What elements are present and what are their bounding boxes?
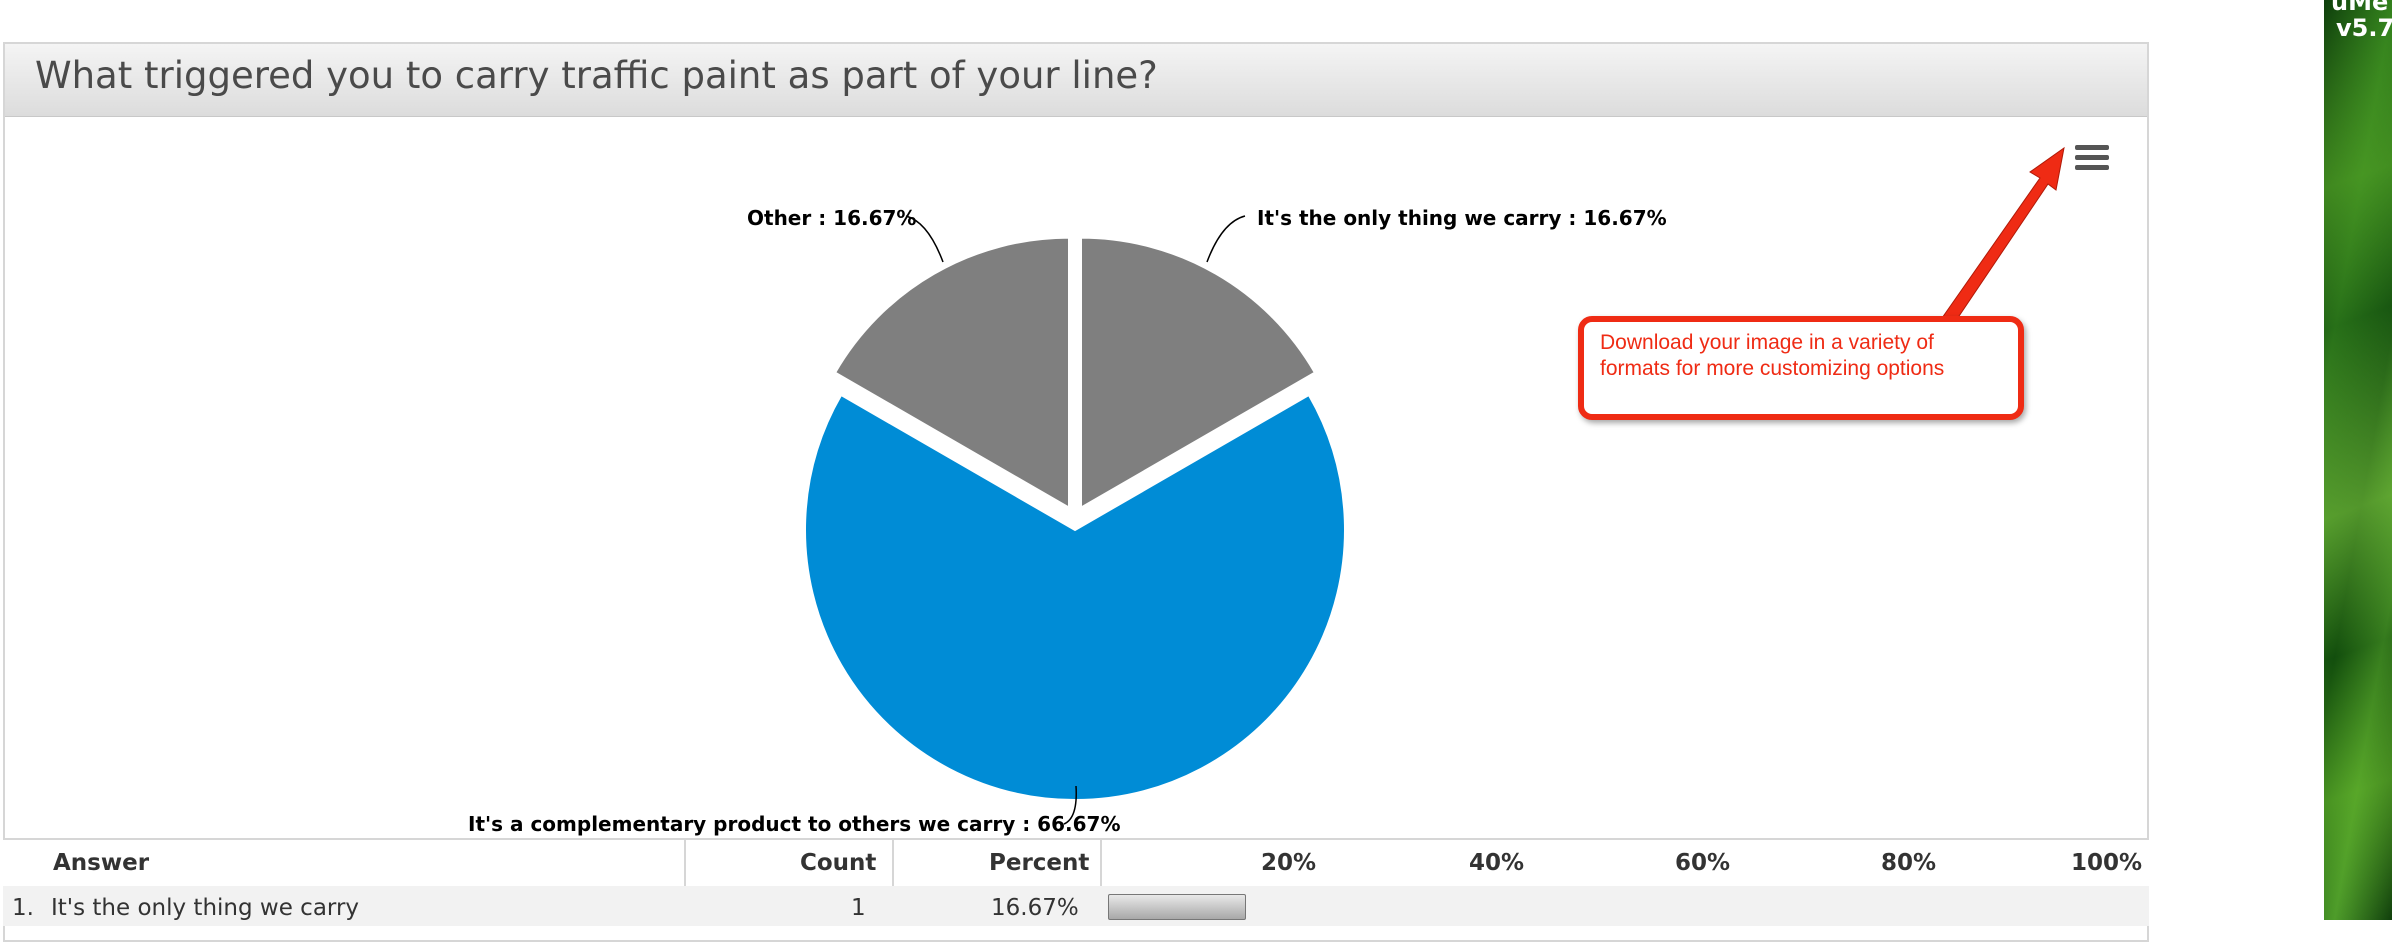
side-label-top: uMe	[2331, 0, 2389, 16]
scale-100: 100%	[2071, 850, 2143, 876]
header-answer: Answer	[53, 850, 150, 876]
scale-80: 80%	[1881, 850, 1937, 876]
download-callout: Download your image in a variety of form…	[1578, 316, 2024, 420]
panel-header: What triggered you to carry traffic pain…	[5, 44, 2147, 117]
row-index: 1.	[12, 895, 34, 921]
page-title: What triggered you to carry traffic pain…	[35, 54, 1158, 97]
report-panel: What triggered you to carry traffic pain…	[3, 42, 2149, 942]
column-divider	[1100, 838, 1102, 920]
header-percent: Percent	[989, 850, 1090, 876]
row-percent-bar	[1108, 894, 1246, 920]
header-count: Count	[800, 850, 877, 876]
row-count: 1	[851, 895, 866, 921]
background-photo	[2324, 0, 2392, 920]
chart-menu-icon[interactable]	[2073, 143, 2111, 173]
scale-60: 60%	[1675, 850, 1731, 876]
scale-40: 40%	[1469, 850, 1525, 876]
pie-label-only-thing: It's the only thing we carry : 16.67%	[1257, 206, 1667, 230]
table-row: 1. It's the only thing we carry 1 16.67%	[3, 886, 2149, 926]
table-header: Answer Count Percent 20% 40% 60% 80% 100…	[3, 838, 2149, 886]
row-answer: It's the only thing we carry	[51, 895, 360, 921]
column-divider	[684, 838, 686, 920]
row-percent: 16.67%	[991, 895, 1079, 921]
pie-label-other: Other : 16.67%	[747, 206, 917, 230]
callout-text: Download your image in a variety of form…	[1600, 331, 1945, 380]
column-divider	[892, 838, 894, 920]
scale-20: 20%	[1261, 850, 1317, 876]
side-label-version: v5.7	[2336, 14, 2392, 42]
pie-label-complementary: It's a complementary product to others w…	[468, 812, 1121, 836]
